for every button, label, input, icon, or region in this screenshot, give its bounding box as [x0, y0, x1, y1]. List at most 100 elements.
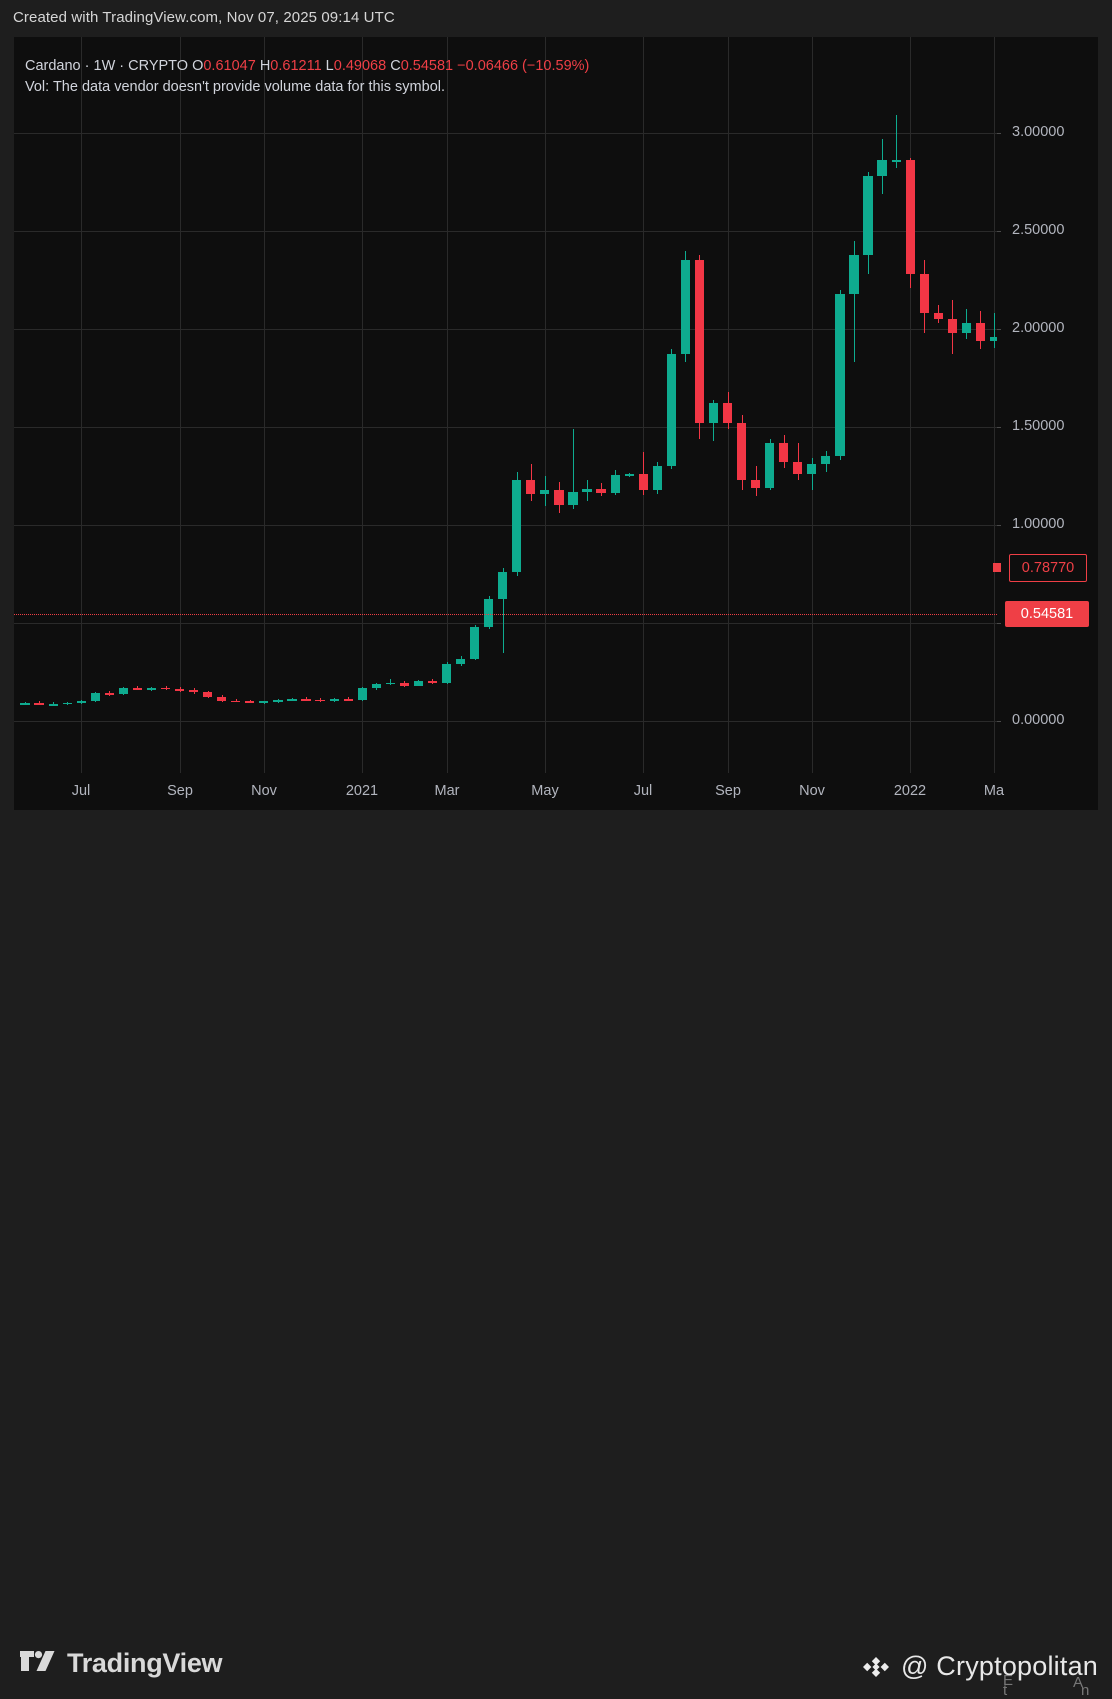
created-with-caption: Created with TradingView.com, Nov 07, 20…	[13, 9, 395, 26]
candle-body	[652, 466, 662, 490]
legend-change: −0.06466 (−10.59%)	[457, 58, 590, 74]
candle-body	[118, 688, 128, 695]
tradingview-wordmark: TradingView	[67, 1648, 223, 1678]
price-axis[interactable]: 3.000002.500002.000001.500001.000000.500…	[993, 37, 1098, 810]
watermark-text: @ Cryptopolitan	[901, 1651, 1098, 1681]
candle-body	[498, 572, 508, 600]
candle-body	[554, 489, 564, 506]
price-axis-tick	[997, 623, 1001, 624]
candle-body	[540, 489, 550, 494]
grid-line-vertical	[447, 37, 448, 773]
candle-wick	[348, 697, 349, 701]
open-price-marker	[993, 562, 1001, 572]
chart-panel[interactable]: Cardano · 1W · CRYPTO O0.61047 H0.61211 …	[14, 37, 1098, 810]
candle-body	[989, 336, 997, 341]
candle-body	[470, 626, 480, 659]
legend-open-value: 0.61047	[203, 58, 256, 74]
candle-body	[793, 462, 803, 475]
price-axis-label: 0.00000	[1012, 712, 1065, 728]
candle-body	[174, 689, 185, 691]
candle-body	[441, 663, 452, 683]
candle-body	[455, 658, 466, 664]
grid-line-horizontal	[14, 721, 997, 722]
candle-body	[751, 479, 761, 488]
candle-body	[245, 701, 255, 703]
candle-body	[638, 474, 648, 490]
candle-body	[708, 403, 719, 424]
candle-body	[104, 693, 114, 695]
candle-body	[259, 701, 269, 703]
candle-body	[90, 693, 100, 702]
footer-bar: TradingView @ Cryptopolitan E t A n	[0, 810, 1112, 1699]
time-axis-label: 2022	[893, 783, 927, 799]
grid-line-vertical	[180, 37, 181, 773]
legend-symbol[interactable]: Cardano · 1W · CRYPTO	[25, 58, 189, 74]
price-axis-label: 2.00000	[1012, 320, 1065, 336]
candle-body	[62, 702, 72, 705]
candle-body	[722, 403, 733, 424]
grid-line-vertical	[545, 37, 546, 773]
legend-low-label: L	[325, 58, 334, 74]
candle-body	[301, 699, 311, 701]
chart-screenshot: Created with TradingView.com, Nov 07, 20…	[0, 9, 1112, 1699]
candle-body	[203, 692, 213, 697]
price-axis-tick	[997, 721, 1001, 722]
candle-body	[132, 688, 142, 690]
price-axis-tick	[997, 427, 1001, 428]
legend-open-label: O	[192, 58, 204, 74]
candle-wick	[320, 697, 321, 702]
legend-high-label: H	[259, 58, 271, 74]
symbol-legend: Cardano · 1W · CRYPTO O0.61047 H0.61211 …	[25, 53, 589, 79]
open-price-badge[interactable]: 0.78770	[1009, 553, 1087, 582]
price-axis-tick	[997, 525, 1001, 526]
candle-body	[596, 488, 606, 493]
price-axis-label: 1.50000	[1012, 418, 1065, 434]
candle-body	[357, 688, 367, 700]
candle-body	[484, 599, 494, 627]
candle-body	[947, 319, 957, 333]
candle-body	[835, 293, 845, 457]
candle-body	[189, 690, 199, 693]
time-axis-label: May	[531, 783, 559, 799]
price-axis-label: 2.50000	[1012, 222, 1065, 238]
candle-body	[905, 160, 915, 275]
candle-body	[385, 682, 395, 685]
ghost-glyph-n: n	[1081, 1682, 1090, 1699]
tradingview-logo[interactable]: TradingView	[20, 1648, 223, 1679]
legend-close-label: C	[390, 58, 401, 74]
grid-line-horizontal	[14, 231, 997, 232]
grid-line-horizontal	[14, 623, 997, 624]
grid-line-vertical	[81, 37, 82, 773]
candle-body	[568, 491, 578, 506]
price-axis-label: 1.00000	[1012, 516, 1065, 532]
candle-wick	[643, 452, 644, 495]
last-price-badge[interactable]: 0.54581	[1005, 601, 1089, 628]
candle-body	[512, 479, 522, 573]
cryptopolitan-watermark: @ Cryptopolitan	[861, 1651, 1098, 1682]
candle-body	[343, 699, 353, 701]
price-axis-label: 3.00000	[1012, 124, 1065, 140]
time-axis-label: Nov	[799, 783, 825, 799]
candle-body	[821, 456, 831, 465]
price-plot-area[interactable]	[14, 37, 997, 810]
time-axis-label: Nov	[251, 783, 277, 799]
price-axis-tick	[997, 133, 1001, 134]
candle-wick	[812, 458, 813, 490]
time-axis[interactable]: Jul Sep Nov 2021 Mar May Jul Sep Nov 2022 Ma	[14, 773, 1098, 810]
candle-body	[287, 699, 297, 701]
time-axis-label: 2021	[345, 783, 379, 799]
candle-body	[765, 442, 775, 488]
candle-body	[666, 354, 676, 467]
candle-body	[877, 160, 887, 177]
candle-body	[736, 423, 747, 480]
grid-line-horizontal	[14, 133, 997, 134]
candle-body	[20, 702, 30, 705]
candle-body	[329, 699, 339, 701]
candle-wick	[798, 442, 799, 480]
candle-body	[975, 323, 985, 341]
grid-line-vertical	[910, 37, 911, 773]
tradingview-mark-icon	[20, 1650, 55, 1671]
candle-wick	[854, 240, 855, 363]
candle-body	[273, 700, 283, 702]
candle-body	[849, 254, 859, 294]
